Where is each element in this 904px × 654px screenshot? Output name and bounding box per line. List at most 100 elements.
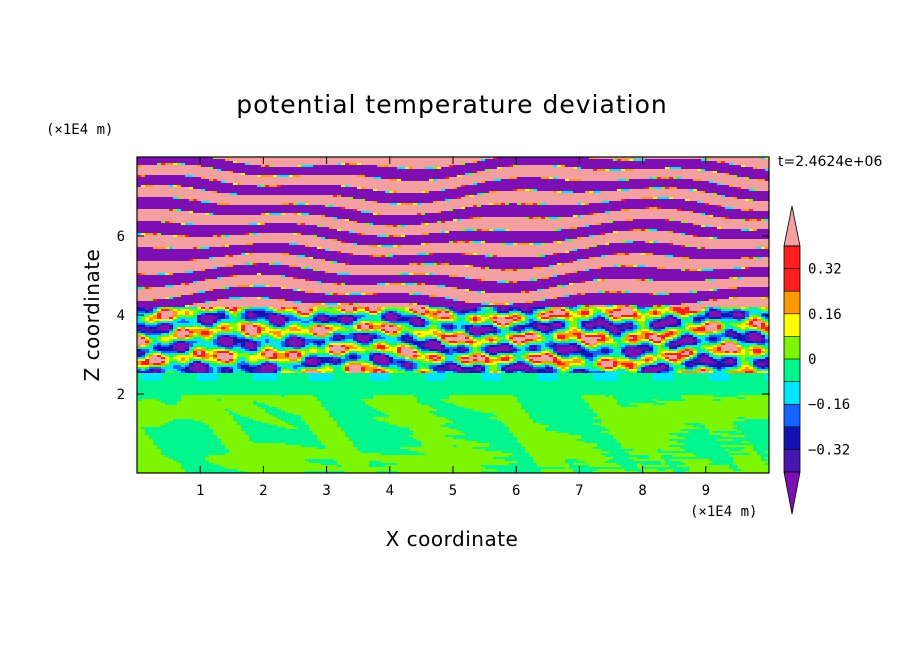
contour-cell (333, 361, 338, 364)
contour-cell (609, 395, 614, 398)
contour-cell (241, 343, 246, 346)
contour-cell (197, 373, 218, 376)
contour-cell (441, 345, 446, 348)
contour-cell (249, 315, 254, 318)
contour-cell (485, 181, 710, 184)
contour-cell (577, 349, 582, 352)
contour-cell (389, 375, 426, 378)
contour-cell (237, 343, 242, 346)
contour-cell (721, 355, 726, 358)
contour-cell (665, 293, 670, 296)
contour-cell (717, 289, 769, 292)
contour-cell (765, 373, 769, 376)
contour-cell (285, 337, 290, 340)
contour-cell (237, 359, 246, 362)
contour-cell (229, 311, 234, 314)
contour-cell (529, 369, 538, 372)
contour-cell (137, 169, 218, 172)
contour-cell (633, 363, 638, 366)
contour-cell (421, 351, 438, 354)
contour-cell (413, 335, 418, 338)
contour-cell (305, 347, 310, 350)
contour-cell (221, 327, 226, 330)
contour-cell (265, 327, 270, 330)
contour-cell (341, 353, 346, 356)
contour-cell (681, 429, 710, 432)
contour-cell (433, 361, 442, 364)
contour-cell (689, 291, 694, 294)
contour-cell (673, 243, 769, 246)
contour-cell (701, 369, 706, 372)
contour-cell (501, 323, 506, 326)
contour-cell (169, 421, 202, 424)
contour-cell (489, 267, 534, 270)
contour-cell (373, 323, 382, 326)
contour-cell (749, 317, 754, 320)
contour-cell (205, 323, 214, 326)
contour-cell (309, 343, 314, 346)
contour-cell (569, 227, 578, 230)
contour-cell (225, 315, 230, 318)
contour-cell (377, 165, 390, 168)
contour-cell (605, 327, 610, 330)
contour-cell (457, 287, 550, 290)
contour-cell (561, 369, 566, 372)
contour-cell (697, 371, 710, 374)
contour-cell (473, 349, 478, 352)
contour-cell (393, 225, 398, 228)
contour-cell (245, 329, 258, 332)
contour-cell (369, 321, 386, 324)
contour-cell (529, 323, 534, 326)
contour-cell (541, 321, 550, 324)
contour-cell (733, 329, 738, 332)
contour-cell (205, 213, 210, 216)
contour-cell (489, 333, 494, 336)
contour-cell (389, 333, 398, 336)
contour-cell (185, 319, 198, 322)
contour-cell (697, 337, 706, 340)
contour-cell (645, 369, 662, 372)
contour-cell (593, 319, 598, 322)
contour-cell (613, 341, 618, 344)
contour-cell (441, 353, 446, 356)
contour-cell (513, 353, 522, 356)
contour-cell (521, 333, 526, 336)
contour-cell (529, 353, 542, 356)
contour-cell (489, 331, 498, 334)
contour-cell (517, 203, 522, 206)
contour-cell (325, 259, 578, 262)
contour-cell (425, 273, 430, 276)
contour-cell (253, 233, 258, 236)
contour-cell (721, 367, 726, 370)
contour-cell (269, 325, 274, 328)
contour-cell (161, 425, 210, 428)
contour-cell (501, 269, 506, 272)
contour-cell (333, 331, 354, 334)
contour-cell (229, 359, 234, 362)
contour-cell (517, 361, 522, 364)
contour-cell (709, 365, 734, 368)
contour-cell (289, 321, 302, 324)
contour-cell (513, 345, 518, 348)
contour-cell (201, 269, 206, 272)
contour-cell (733, 197, 738, 200)
contour-cell (417, 263, 422, 266)
contour-cell (417, 367, 422, 370)
contour-cell (229, 335, 238, 338)
contour-cell (357, 221, 438, 224)
contour-cell (361, 359, 366, 362)
contour-cell (277, 375, 310, 378)
contour-cell (385, 363, 390, 366)
contour-cell (677, 345, 682, 348)
contour-cell (269, 315, 282, 318)
contour-cell (169, 221, 174, 224)
contour-cell (177, 197, 182, 200)
contour-cell (153, 299, 158, 302)
contour-cell (377, 311, 382, 314)
contour-cell (653, 349, 658, 352)
contour-cell (453, 307, 474, 310)
contour-cell (465, 347, 470, 350)
contour-cell (649, 229, 658, 232)
contour-cell (205, 423, 238, 426)
contour-cell (249, 311, 254, 314)
